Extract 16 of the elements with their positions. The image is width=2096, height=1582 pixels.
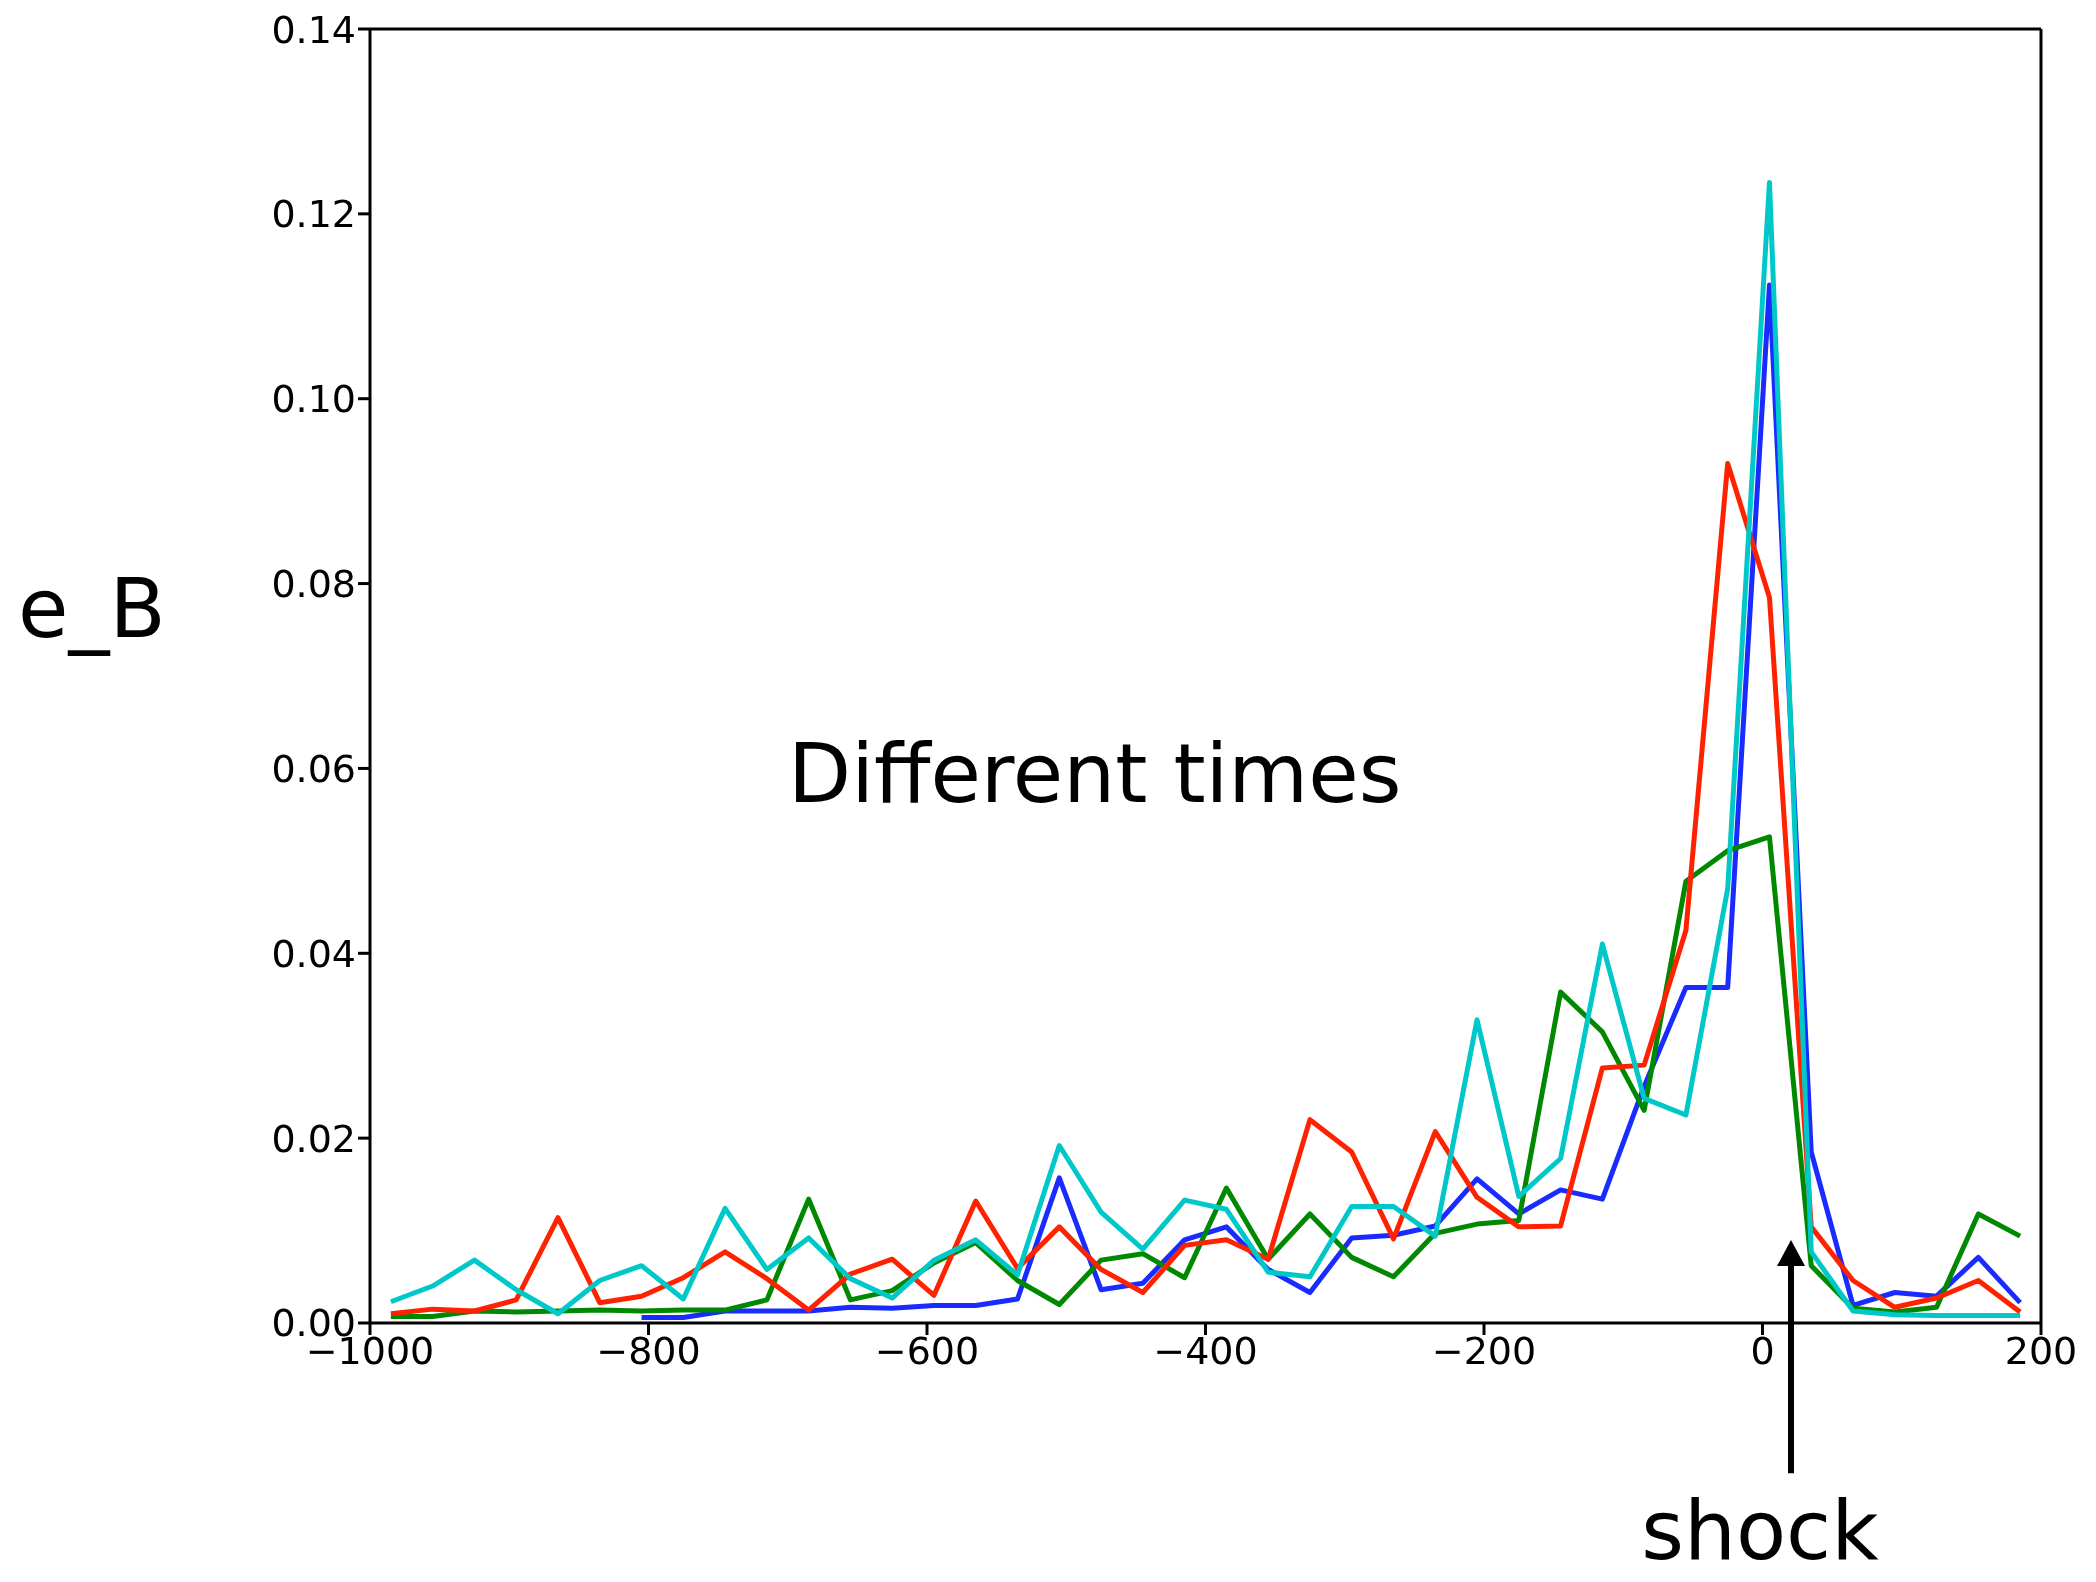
x-tick-label: 200 [2004, 1328, 2078, 1373]
y-tick-label: 0.02 [271, 1116, 356, 1161]
y-tick-label: 0.12 [271, 192, 356, 237]
x-tick-label: −200 [1431, 1328, 1537, 1373]
y-axis-title: e_B [18, 560, 166, 656]
y-tick-label: 0.10 [271, 377, 356, 422]
y-tick-label: 0.14 [271, 7, 356, 52]
text: shock [1641, 1483, 1879, 1578]
y-tick-label: 0.06 [271, 746, 356, 791]
x-tick-label: −600 [874, 1328, 980, 1373]
x-tick-label: −800 [596, 1328, 701, 1373]
y-tick-label: 0.04 [271, 931, 356, 976]
x-tick-label: 0 [1750, 1328, 1775, 1373]
annotation: Different times [788, 726, 1402, 822]
x-tick-label: −400 [1153, 1328, 1258, 1373]
y-tick-label: 0.08 [271, 562, 356, 607]
